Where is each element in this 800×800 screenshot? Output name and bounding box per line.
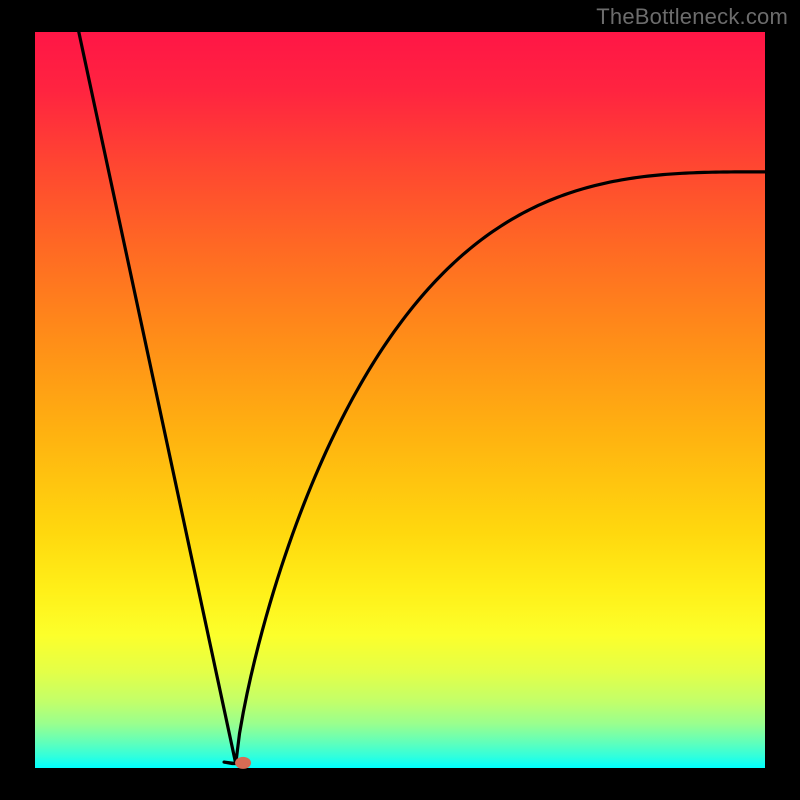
optimum-marker [235, 757, 251, 769]
gradient-background [35, 32, 765, 768]
chart-frame: TheBottleneck.com [0, 0, 800, 800]
watermark-text: TheBottleneck.com [596, 4, 788, 30]
bottleneck-chart [0, 0, 800, 800]
